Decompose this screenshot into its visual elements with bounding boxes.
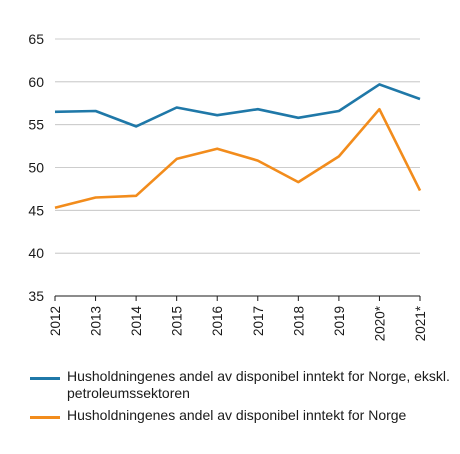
y-tick-label: 40 [28,245,44,261]
x-tick-label: 2013 [89,306,104,336]
series-line-excl-petroleum [54,83,421,128]
x-tick-labels: 2012 2013 2014 2015 2016 2017 2018 2019 2020* 202… [48,305,428,341]
x-tick-label: 2018 [291,306,306,336]
legend-label: Husholdningenes andel av disponibel innt… [67,368,450,401]
y-tick-label: 65 [28,31,44,47]
x-tick-label: 2020* [372,305,387,341]
legend-label: Husholdningenes andel av disponibel innt… [67,407,407,423]
y-tick-label: 50 [28,160,44,176]
x-tick-label: 2014 [129,306,144,337]
legend-swatch-blue [30,377,60,380]
legend: Husholdningenes andel av disponibel innt… [30,368,450,429]
y-tick-label: 55 [28,117,44,133]
legend-item-norway: Husholdningenes andel av disponibel innt… [30,407,450,424]
series-line-norway [54,107,422,210]
x-tick-label: 2019 [332,306,347,336]
x-tick-label: 2021* [413,305,428,341]
x-tick-label: 2017 [251,306,266,336]
series-lines [54,83,422,210]
grid-lines [55,38,420,254]
x-tick-label: 2015 [170,306,185,336]
legend-item-excl-petroleum: Husholdningenes andel av disponibel innt… [30,368,450,402]
x-axis [54,295,421,301]
x-tick-label: 2016 [210,306,225,336]
y-tick-label: 60 [28,74,44,90]
x-tick-label: 2012 [48,306,63,336]
y-tick-labels: 35 40 45 50 55 60 65 [28,31,44,304]
y-tick-label: 35 [28,288,44,304]
legend-swatch-orange [30,416,60,419]
y-tick-label: 45 [28,202,44,218]
